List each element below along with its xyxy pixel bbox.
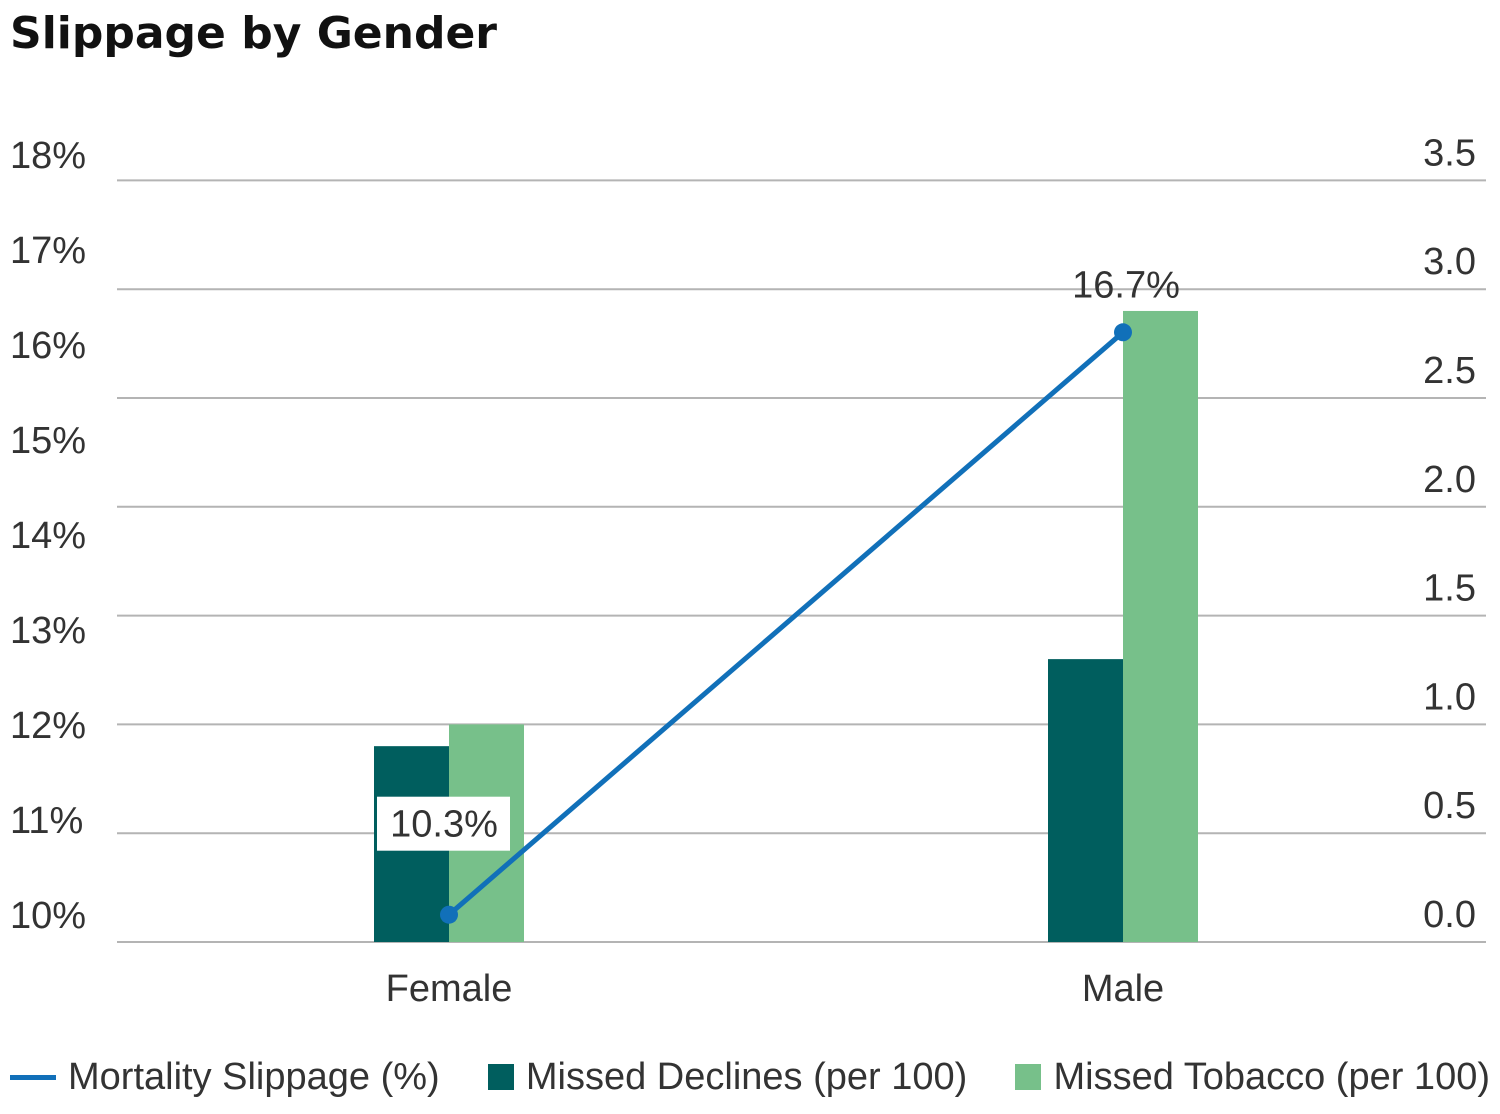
left-tick-label: 12% [10,705,86,747]
legend-item-missed-declines: Missed Declines (per 100) [487,1055,968,1099]
legend-swatch-box [487,1064,514,1090]
right-tick-label: 0.5 [1423,785,1476,827]
legend-label: Missed Tobacco (per 100) [1053,1055,1490,1098]
left-tick-label: 16% [10,325,86,367]
line-point [1114,323,1132,342]
line-series: 10.3% 16.7% [377,264,1180,924]
legend-item-missed-tobacco: Missed Tobacco (per 100) [1015,1056,1490,1099]
left-tick-label: 18% [10,135,86,177]
legend-item-mortality-slippage: Mortality Slippage (%) [10,1056,440,1099]
legend: Mortality Slippage (%) Missed Declines (… [10,1050,1490,1104]
right-tick-label: 2.0 [1423,459,1476,501]
legend-label: Missed Declines (per 100) [525,1055,968,1098]
right-tick-label: 3.5 [1423,132,1476,174]
right-tick-label: 1.5 [1423,568,1476,610]
combo-chart: 10% 11% 12% 13% 14% 15% 16% 17% 18% 0.0 0.5 1.0 1.5… [10,132,1486,1010]
right-axis-ticks: 0.0 0.5 1.0 1.5 2.0 2.5 3.0 3.5 [1423,132,1476,936]
left-tick-label: 14% [10,515,86,557]
chart-title: Slippage by Gender [10,8,498,59]
left-axis-ticks: 10% 11% 12% 13% 14% 15% 16% 17% 18% [10,135,86,937]
bar [1048,659,1123,942]
legend-swatch-box [1015,1064,1042,1090]
right-tick-label: 0.0 [1423,894,1476,936]
right-tick-label: 2.5 [1423,350,1476,392]
series-line [447,330,1125,917]
legend-label: Mortality Slippage (%) [68,1055,440,1098]
left-tick-label: 13% [10,610,86,652]
data-label: 10.3% [390,804,498,846]
right-tick-label: 3.0 [1423,241,1476,283]
legend-swatch-line [10,1074,56,1080]
left-tick-label: 10% [10,895,86,937]
gridlines [117,179,1486,943]
line-point [440,905,458,924]
bar [1123,310,1198,943]
category-label: Male [1082,968,1164,1010]
left-tick-label: 15% [10,420,86,462]
category-label: Female [386,968,513,1010]
left-tick-label: 11% [10,800,83,842]
data-label-box [377,796,510,851]
data-label: 16.7% [1072,264,1180,306]
right-tick-label: 1.0 [1423,676,1476,718]
category-labels: Female Male [386,968,1165,1010]
left-tick-label: 17% [10,230,86,272]
